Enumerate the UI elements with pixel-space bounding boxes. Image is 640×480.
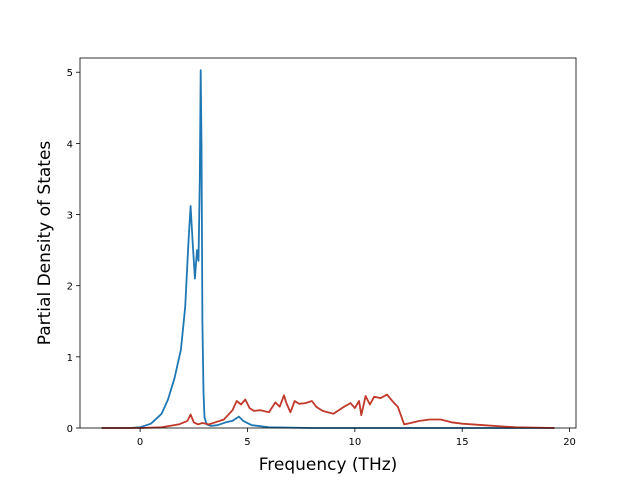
y-tick-label: 5 <box>67 68 73 79</box>
series-layer <box>101 69 555 429</box>
y-tick-label: 0 <box>67 424 73 435</box>
y-axis-title: Partial Density of States <box>35 141 55 346</box>
plot-frame <box>79 57 577 429</box>
x-tick-label: 15 <box>456 437 469 448</box>
series-line-1 <box>101 69 555 429</box>
x-axis-ticks: 0 5 10 15 20 <box>137 428 576 448</box>
x-tick-label: 5 <box>244 437 250 448</box>
y-tick-label: 3 <box>67 211 73 222</box>
series-line-2 <box>101 393 555 429</box>
x-tick-label: 0 <box>137 437 143 448</box>
x-tick-label: 10 <box>348 437 361 448</box>
x-axis-title: Frequency (THz) <box>259 455 398 475</box>
x-tick-label: 20 <box>563 437 576 448</box>
y-axis-ticks: 0 1 2 3 4 5 <box>67 68 80 435</box>
y-tick-label: 4 <box>67 139 73 150</box>
y-tick-label: 1 <box>67 353 73 364</box>
y-tick-label: 2 <box>67 282 73 293</box>
